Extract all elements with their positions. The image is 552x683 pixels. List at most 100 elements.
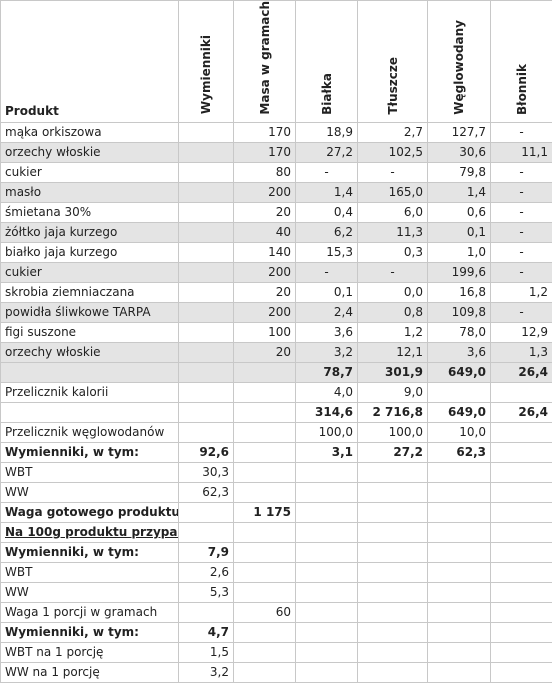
cell [179,522,234,542]
cell [491,522,552,542]
cell [358,582,428,602]
cell [234,542,296,562]
cell [234,462,296,482]
header-text: Tłuszcze [386,57,400,115]
cell [428,582,491,602]
cell: 0,0 [358,282,428,302]
cell: 26,4 [491,402,552,422]
cell: 3,1 [296,442,358,462]
cell: 102,5 [358,142,428,162]
cell: - [491,122,552,142]
cell [358,462,428,482]
column-header: Węglowodany [428,1,491,123]
cell [234,382,296,402]
cell [358,562,428,582]
cell [491,662,552,682]
cell: - [491,182,552,202]
cell [296,502,358,522]
cell: 12,9 [491,322,552,342]
column-header: Masa w gramach [234,1,296,123]
cell: śmietana 30% [1,202,179,222]
cell: 1,2 [491,282,552,302]
header-text: Masa w gramach [258,1,272,115]
cell: 200 [234,262,296,282]
cell [234,582,296,602]
table-row: Na 100g produktu przypada: [1,522,552,542]
column-header: Tłuszcze [358,1,428,123]
cell: 2,4 [296,302,358,322]
cell: żółtko jaja kurzego [1,222,179,242]
cell [296,522,358,542]
cell: 27,2 [358,442,428,462]
cell: 92,6 [179,442,234,462]
cell: 100 [234,322,296,342]
cell [179,202,234,222]
cell: 1,5 [179,642,234,662]
cell: 100,0 [296,422,358,442]
cell [234,662,296,682]
cell: Przelicznik kalorii [1,382,179,402]
cell [234,642,296,662]
cell: 2,7 [358,122,428,142]
cell: 0,1 [428,222,491,242]
cell: figi suszone [1,322,179,342]
cell: 1,4 [296,182,358,202]
cell: 3,2 [296,342,358,362]
cell [428,482,491,502]
cell: 127,7 [428,122,491,142]
cell [358,522,428,542]
cell [491,442,552,462]
cell: - [491,222,552,242]
cell: 5,3 [179,582,234,602]
cell [179,602,234,622]
table-row: Wymienniki, w tym:4,7 [1,622,552,642]
cell: 199,6 [428,262,491,282]
cell: - [491,302,552,322]
cell [296,602,358,622]
cell: 301,9 [358,362,428,382]
cell: 80 [234,162,296,182]
cell [179,362,234,382]
cell: WBT [1,462,179,482]
cell: 11,1 [491,142,552,162]
cell [296,462,358,482]
table-row: Waga 1 porcji w gramach 60 [1,602,552,622]
cell [234,562,296,582]
cell [428,462,491,482]
cell: 9,0 [358,382,428,402]
cell: 3,6 [296,322,358,342]
cell [491,482,552,502]
cell: 62,3 [428,442,491,462]
cell [358,502,428,522]
cell: Waga gotowego produktu [1,502,179,522]
cell: Waga 1 porcji w gramach [1,602,179,622]
cell [358,602,428,622]
cell: orzechy włoskie [1,142,179,162]
cell: 60 [234,602,296,622]
cell [428,562,491,582]
column-header: Wymienniki [179,1,234,123]
cell: - [491,242,552,262]
cell: 109,8 [428,302,491,322]
cell [491,462,552,482]
cell: - [491,262,552,282]
cell [234,482,296,502]
cell [179,342,234,362]
cell [358,622,428,642]
cell: masło [1,182,179,202]
cell [296,482,358,502]
cell: Na 100g produktu przypada: [1,522,179,542]
cell [296,642,358,662]
cell [491,562,552,582]
